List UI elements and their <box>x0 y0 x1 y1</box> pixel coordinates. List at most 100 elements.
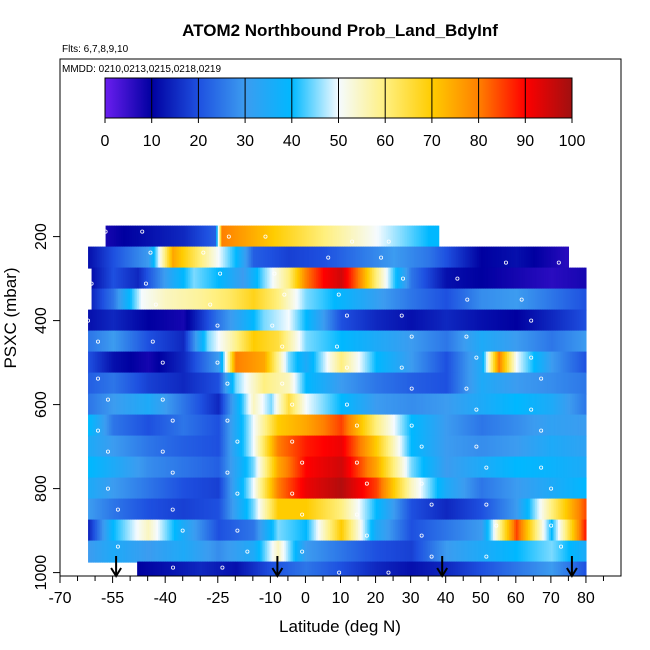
heatmap-cell <box>117 372 121 395</box>
heatmap-cell <box>263 330 266 353</box>
heatmap-cell <box>158 246 161 269</box>
heatmap-cell <box>180 309 184 332</box>
heatmap-cell <box>212 225 215 248</box>
heatmap-cell <box>340 456 343 479</box>
heatmap-cell <box>463 435 466 458</box>
heatmap-cell <box>529 267 533 290</box>
heatmap-cell <box>270 309 273 332</box>
heatmap-cell <box>200 561 203 576</box>
sample-marker <box>160 397 165 402</box>
heatmap-cell <box>415 561 419 576</box>
sample-marker <box>474 444 479 449</box>
heatmap-cell <box>580 288 584 311</box>
heatmap-cell <box>140 540 143 563</box>
heatmap-cell <box>138 393 142 416</box>
heatmap-cell <box>193 414 196 437</box>
heatmap-cell <box>179 288 182 311</box>
heatmap-cell <box>217 267 221 290</box>
heatmap-cell <box>464 372 468 395</box>
heatmap-cell <box>564 330 568 353</box>
heatmap-cell <box>191 267 194 290</box>
heatmap-cell <box>464 561 468 576</box>
heatmap-cell <box>524 414 527 437</box>
heatmap-cell <box>480 330 484 353</box>
heatmap-cell <box>142 540 145 563</box>
heatmap-cell <box>216 435 219 458</box>
heatmap-cell <box>137 246 140 269</box>
heatmap-cell <box>456 351 459 374</box>
heatmap-cell <box>265 393 268 416</box>
heatmap-cell <box>391 330 394 353</box>
heatmap-cell <box>247 435 250 458</box>
heatmap-cell <box>152 372 156 395</box>
heatmap-cell <box>401 435 405 458</box>
colorbar-tick-label: 70 <box>423 133 441 150</box>
heatmap-cell <box>187 351 191 374</box>
heatmap-cell <box>517 393 520 416</box>
heatmap-cell <box>556 246 559 269</box>
heatmap-cell <box>238 330 242 353</box>
heatmap-cell <box>403 225 406 248</box>
heatmap-cell <box>375 540 378 563</box>
heatmap-cell <box>375 498 378 521</box>
heatmap-cell <box>345 225 349 248</box>
heatmap-cell <box>244 372 247 395</box>
heatmap-cell <box>549 351 552 374</box>
heatmap-cell <box>480 540 484 563</box>
heatmap-cell <box>387 288 391 311</box>
heatmap-cell <box>173 267 177 290</box>
heatmap-cell <box>163 372 166 395</box>
heatmap-cell <box>433 519 436 542</box>
heatmap-cell <box>464 477 468 500</box>
heatmap-cell <box>184 456 187 479</box>
heatmap-cell <box>340 540 343 563</box>
heatmap-cell <box>133 267 136 290</box>
heatmap-cell <box>543 435 547 458</box>
heatmap-cell <box>247 246 250 269</box>
heatmap-cell <box>470 414 473 437</box>
heatmap-cell <box>88 246 91 269</box>
heatmap-cell <box>545 330 548 353</box>
heatmap-cell <box>175 309 179 332</box>
heatmap-cell <box>365 246 368 269</box>
heatmap-cell <box>359 477 363 500</box>
heatmap-cell <box>110 330 114 353</box>
heatmap-cell <box>494 330 498 353</box>
heatmap-cell <box>165 351 168 374</box>
heatmap-cell <box>494 351 498 374</box>
heatmap-cell <box>98 456 101 479</box>
heatmap-cell <box>91 435 94 458</box>
heatmap-cell <box>363 477 366 500</box>
heatmap-cell <box>471 414 475 437</box>
heatmap-cell <box>521 540 524 563</box>
heatmap-cell <box>361 498 364 521</box>
sample-marker <box>419 533 424 538</box>
heatmap-cell <box>107 393 110 416</box>
heatmap-cell <box>140 561 143 576</box>
heatmap-cell <box>298 456 301 479</box>
heatmap-cell <box>247 477 250 500</box>
heatmap-cell <box>196 288 200 311</box>
heatmap-cell <box>247 519 250 542</box>
heatmap-cell <box>535 498 538 521</box>
heatmap-cell <box>242 288 245 311</box>
heatmap-cell <box>177 309 180 332</box>
heatmap-cell <box>305 498 308 521</box>
heatmap-cell <box>145 267 149 290</box>
heatmap-cell <box>186 330 189 353</box>
heatmap-cell <box>405 393 408 416</box>
heatmap-cell <box>533 435 536 458</box>
heatmap-cell <box>200 477 203 500</box>
heatmap-cell <box>345 519 349 542</box>
heatmap-cell <box>370 246 373 269</box>
heatmap-cell <box>491 288 494 311</box>
heatmap-cell <box>564 414 568 437</box>
heatmap-cell <box>359 414 363 437</box>
heatmap-cell <box>158 225 161 248</box>
heatmap-cell <box>200 393 203 416</box>
heatmap-cell <box>163 561 166 576</box>
heatmap-cell <box>209 393 212 416</box>
heatmap-cell <box>361 393 364 416</box>
heatmap-cell <box>354 435 357 458</box>
heatmap-cell <box>187 267 191 290</box>
